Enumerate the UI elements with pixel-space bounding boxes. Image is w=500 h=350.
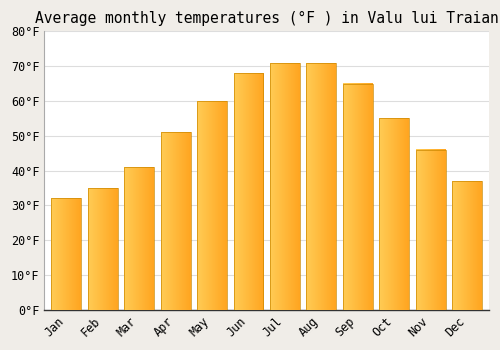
- Bar: [270, 63, 300, 310]
- Bar: [416, 150, 446, 310]
- Bar: [379, 118, 409, 310]
- Bar: [343, 84, 372, 310]
- Bar: [452, 181, 482, 310]
- Bar: [52, 198, 82, 310]
- Bar: [124, 167, 154, 310]
- Bar: [160, 132, 190, 310]
- Bar: [306, 63, 336, 310]
- Title: Average monthly temperatures (°F ) in Valu lui Traian: Average monthly temperatures (°F ) in Va…: [35, 11, 498, 26]
- Bar: [197, 101, 227, 310]
- Bar: [88, 188, 118, 310]
- Bar: [234, 73, 264, 310]
